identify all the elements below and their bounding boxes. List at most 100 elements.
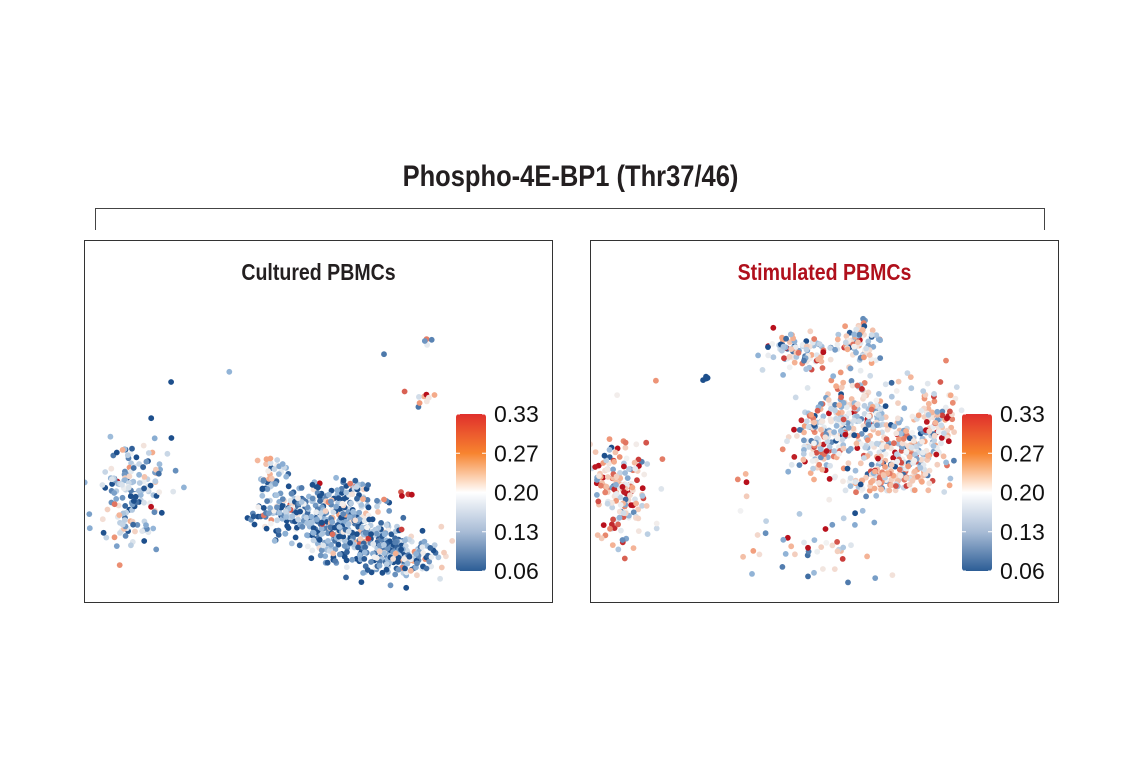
data-point: [909, 477, 916, 484]
data-point: [343, 557, 350, 564]
data-point: [343, 574, 349, 581]
data-point: [592, 449, 599, 455]
data-point: [840, 400, 847, 406]
data-point: [86, 511, 93, 517]
data-point: [366, 516, 373, 523]
data-point: [370, 541, 377, 547]
data-point: [158, 509, 165, 516]
data-point: [328, 498, 334, 505]
data-point: [796, 427, 803, 433]
data-point: [621, 555, 628, 562]
data-point: [840, 445, 847, 452]
data-point: [147, 482, 154, 489]
data-point: [431, 542, 438, 548]
data-point: [919, 438, 925, 445]
data-point: [882, 403, 889, 409]
data-point: [111, 490, 118, 496]
data-point: [361, 549, 368, 556]
data-point: [613, 481, 619, 488]
data-point: [333, 503, 339, 510]
data-point: [611, 458, 617, 465]
data-point: [596, 473, 602, 479]
data-point: [903, 474, 910, 481]
data-point: [888, 379, 895, 386]
data-point: [299, 523, 306, 530]
data-point: [136, 471, 142, 478]
data-point: [808, 411, 815, 418]
data-point: [374, 497, 380, 504]
group-bracket: [95, 208, 1045, 230]
data-point: [113, 449, 120, 456]
data-point: [792, 551, 798, 558]
data-point: [942, 404, 949, 411]
data-point: [251, 521, 258, 528]
data-point: [298, 499, 305, 505]
data-point: [119, 481, 125, 488]
data-point: [355, 544, 361, 551]
data-point: [374, 530, 380, 537]
data-point: [925, 487, 932, 494]
data-point: [895, 400, 901, 406]
data-point: [365, 482, 371, 488]
data-point: [384, 545, 391, 552]
data-point: [891, 423, 898, 430]
data-point: [816, 461, 823, 468]
data-point: [830, 373, 837, 379]
data-point: [634, 477, 640, 484]
data-point: [335, 495, 342, 501]
data-point: [808, 451, 815, 458]
data-point: [613, 473, 620, 480]
data-point: [765, 352, 772, 359]
data-point: [820, 566, 826, 572]
data-point: [911, 468, 918, 475]
data-point: [630, 545, 637, 551]
data-point: [334, 487, 341, 494]
data-point: [254, 457, 261, 464]
data-point: [888, 482, 895, 489]
data-point: [836, 450, 842, 457]
data-point: [607, 525, 613, 532]
data-point: [861, 455, 867, 461]
data-point: [905, 463, 912, 470]
data-point: [329, 519, 336, 525]
data-point: [931, 432, 938, 439]
data-point: [616, 514, 623, 521]
data-point: [285, 483, 292, 490]
data-point: [826, 410, 832, 417]
data-point: [852, 522, 858, 528]
data-point: [381, 550, 387, 556]
data-point: [940, 453, 947, 460]
data-point: [264, 498, 270, 504]
data-point: [606, 446, 613, 453]
data-point: [853, 349, 859, 356]
data-point: [611, 525, 618, 531]
data-point: [826, 476, 833, 482]
data-point: [931, 391, 937, 397]
data-point: [909, 429, 915, 436]
data-point: [801, 539, 807, 546]
data-point: [364, 524, 370, 531]
data-point: [633, 500, 639, 507]
data-point: [267, 460, 274, 466]
data-point: [861, 354, 867, 361]
data-point: [263, 525, 270, 532]
data-point: [876, 391, 882, 397]
data-point: [915, 412, 922, 419]
data-point: [361, 517, 368, 524]
data-point: [926, 480, 933, 487]
data-point: [344, 549, 350, 555]
data-point: [414, 572, 420, 579]
data-point: [868, 332, 875, 338]
data-point: [795, 349, 802, 356]
data-point: [798, 417, 805, 424]
data-point: [947, 392, 954, 399]
data-point: [419, 527, 426, 534]
data-point: [659, 456, 666, 462]
data-point: [866, 487, 873, 494]
data-point: [920, 388, 927, 394]
data-point: [333, 474, 339, 481]
data-point: [107, 433, 114, 440]
data-point: [320, 542, 327, 549]
data-point: [851, 331, 857, 338]
data-point: [922, 471, 929, 477]
